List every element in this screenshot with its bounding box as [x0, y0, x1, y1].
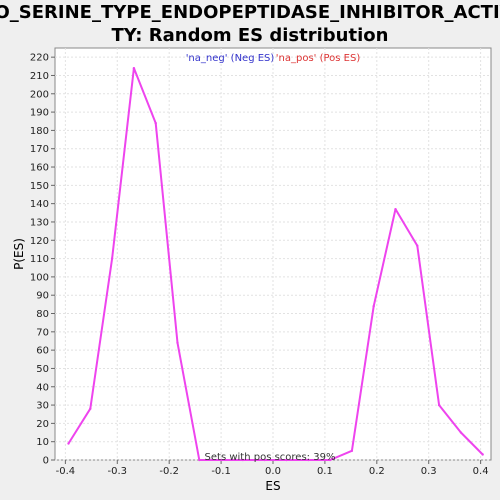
data-point: [372, 304, 375, 308]
y-axis-label: P(ES): [12, 238, 26, 270]
chart-title-line-1: GO_SERINE_TYPE_ENDOPEPTIDASE_INHIBITOR_A…: [0, 2, 500, 23]
data-point: [481, 453, 484, 456]
data-point: [132, 66, 136, 70]
grid-lines: [55, 48, 491, 461]
data-point: [459, 431, 463, 434]
x-tick-label: -0.2: [159, 466, 179, 477]
x-tick-label: 0.3: [421, 466, 437, 477]
y-tick-label: 190: [30, 108, 49, 119]
x-tick-label: -0.3: [108, 466, 128, 477]
legend-pos-label: 'na_pos' (Pos ES): [276, 53, 361, 64]
x-tick-label: -0.1: [211, 466, 231, 477]
data-point: [176, 341, 179, 345]
data-point: [263, 458, 266, 462]
y-tick-label: 160: [30, 163, 49, 174]
data-point: [241, 458, 245, 462]
y-tick-label: 0: [43, 456, 49, 467]
y-tick-label: 210: [30, 71, 49, 82]
y-tick-label: 30: [36, 401, 49, 412]
y-tick-label: 20: [36, 419, 49, 430]
y-tick-label: 80: [36, 309, 49, 320]
y-tick-label: 50: [36, 364, 49, 375]
x-tick-label: 0.1: [317, 466, 333, 477]
x-tick-label: 0.0: [265, 466, 281, 477]
x-axis-ticks: -0.4 -0.3 -0.2 -0.1 0.0 0.1 0.2 0.3 0.4: [56, 460, 489, 477]
chart-title-line-2: TY: Random ES distribution: [112, 25, 389, 46]
y-tick-label: 100: [30, 272, 49, 283]
data-point: [394, 207, 397, 211]
y-tick-label: 220: [30, 53, 49, 64]
y-tick-label: 10: [36, 437, 49, 448]
y-tick-label: 140: [30, 199, 49, 210]
data-point: [437, 403, 441, 407]
y-tick-label: 90: [36, 291, 49, 302]
x-tick-label: -0.4: [56, 466, 76, 477]
data-point: [219, 458, 223, 462]
y-tick-label: 110: [30, 254, 49, 265]
data-point: [307, 458, 310, 462]
data-point: [154, 121, 157, 125]
es-distribution-line: [67, 67, 484, 461]
legend-neg-label: 'na_neg' (Neg ES): [186, 53, 275, 64]
data-point: [328, 458, 332, 462]
y-tick-label: 60: [36, 346, 49, 357]
data-point: [285, 458, 288, 462]
y-tick-label: 200: [30, 89, 49, 100]
y-tick-label: 170: [30, 144, 49, 155]
data-point: [89, 407, 92, 410]
y-tick-label: 180: [30, 126, 49, 137]
data-point: [198, 458, 201, 462]
x-axis-label: ES: [265, 479, 280, 493]
y-tick-label: 70: [36, 327, 49, 338]
x-tick-label: 0.4: [473, 466, 489, 477]
data-point: [110, 257, 114, 260]
y-tick-label: 120: [30, 236, 49, 247]
data-point: [67, 442, 70, 445]
data-point: [416, 244, 419, 247]
series-group: [67, 66, 484, 462]
y-tick-label: 40: [36, 382, 49, 393]
x-tick-label: 0.2: [369, 466, 385, 477]
y-tick-label: 130: [30, 217, 49, 228]
pos-scores-annotation: Sets with pos scores: 39%: [205, 452, 336, 463]
y-axis-ticks: 0 10 20 30 40 50 60 70 80 90 100 110 120 130 140 150 160…: [30, 53, 55, 467]
y-tick-label: 150: [30, 181, 49, 192]
data-point: [350, 449, 354, 453]
